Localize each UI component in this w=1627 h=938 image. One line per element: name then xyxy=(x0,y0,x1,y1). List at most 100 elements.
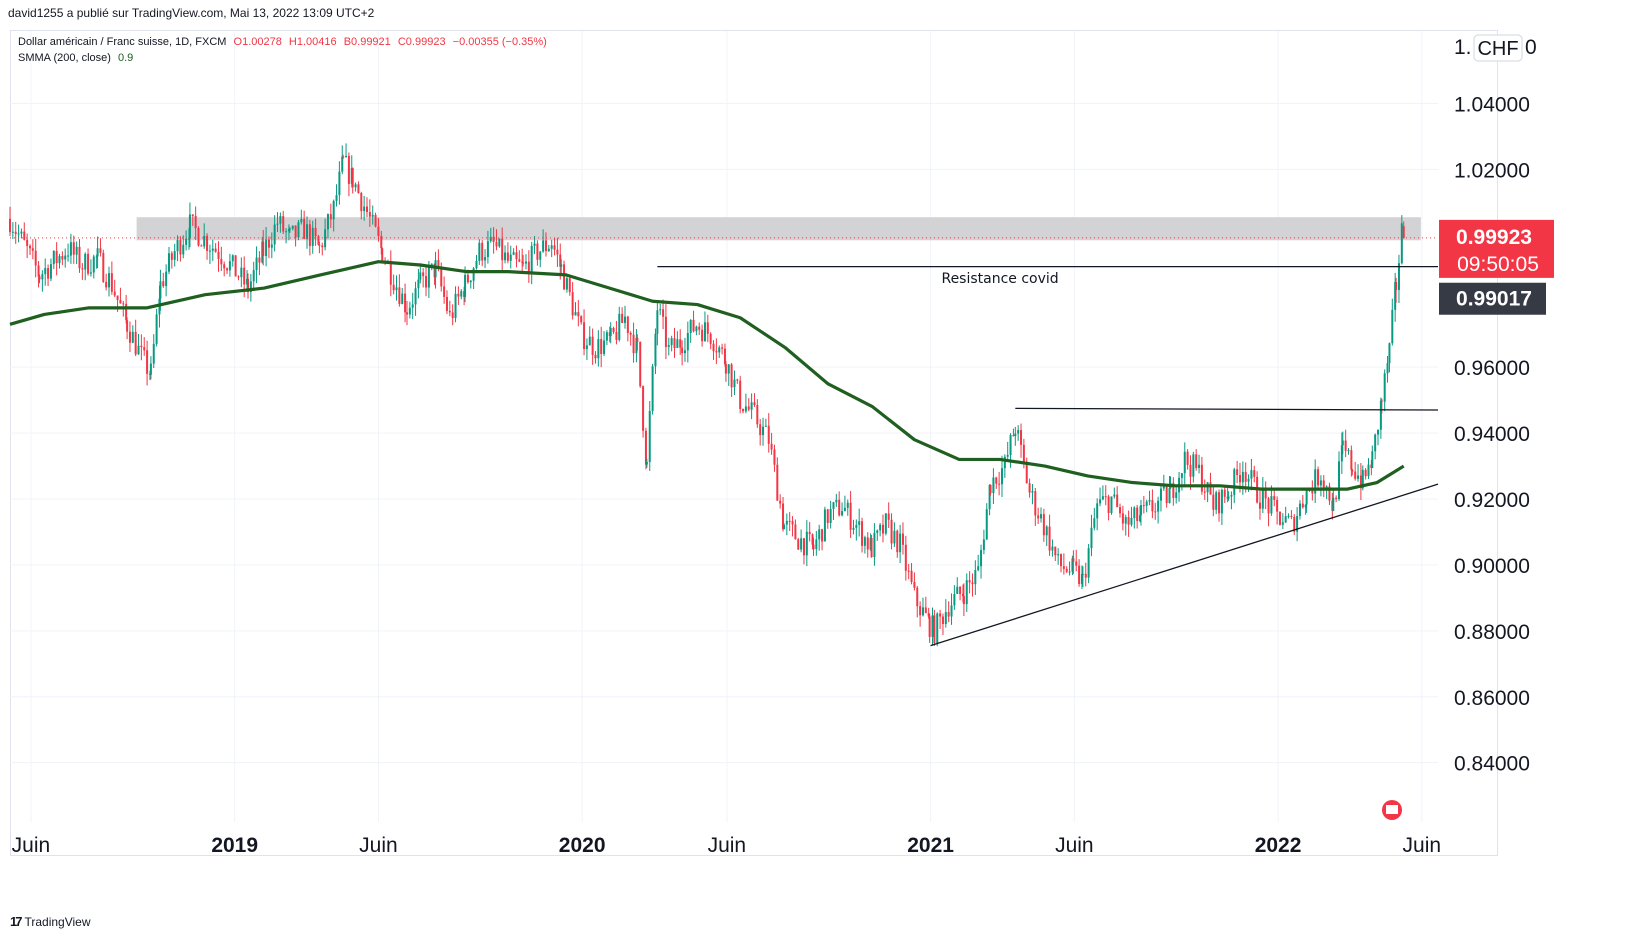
candle-body xyxy=(931,615,934,637)
candle-body xyxy=(718,347,721,353)
candle-body xyxy=(95,256,98,258)
candle-body xyxy=(1014,433,1017,437)
candle-body xyxy=(800,538,803,550)
candle-body xyxy=(1223,489,1226,497)
candle-body xyxy=(659,309,662,311)
candle-body xyxy=(285,231,288,233)
candle-body xyxy=(437,260,440,269)
candle-body xyxy=(408,307,411,315)
y-tick-label: 0.86000 xyxy=(1454,687,1530,710)
candle-body xyxy=(852,527,855,530)
candle-body xyxy=(811,534,814,545)
candle-body xyxy=(1212,494,1215,510)
candle-body xyxy=(1119,507,1122,514)
candle-body xyxy=(185,239,188,245)
candle-body xyxy=(744,406,747,412)
candle-body xyxy=(326,214,329,230)
candle-body xyxy=(291,225,294,229)
candle-body xyxy=(829,508,832,523)
candle-body xyxy=(495,241,498,247)
candle-body xyxy=(1380,400,1383,402)
candle-body xyxy=(366,206,368,212)
candle-body xyxy=(556,249,559,255)
candle-body xyxy=(648,410,651,462)
candle-body xyxy=(481,242,484,261)
candle-body xyxy=(252,270,255,282)
candle-body xyxy=(936,613,939,644)
candle-body xyxy=(664,316,667,347)
ascending-trendline xyxy=(930,483,1439,647)
candle-body xyxy=(1136,507,1139,521)
candle-body xyxy=(1241,471,1244,483)
candle-body xyxy=(533,243,536,246)
candle-body xyxy=(197,228,200,246)
candle-body xyxy=(1278,511,1281,525)
y-tick-label-partial: 1. xyxy=(1454,36,1472,59)
candle-body xyxy=(921,607,924,616)
horizontal-resistance-2021-line xyxy=(1015,407,1439,411)
candle-body xyxy=(679,339,682,348)
candle-body xyxy=(126,320,129,332)
candle-body xyxy=(563,264,566,290)
candle-body xyxy=(110,273,113,292)
candle-body xyxy=(539,251,542,260)
candle-body xyxy=(1051,546,1054,551)
candle-body xyxy=(1367,464,1370,477)
candle-body xyxy=(913,581,916,588)
y-tick-label: 0.84000 xyxy=(1454,753,1530,776)
price-chart[interactable]: Resistance covid 1.04000 1.02000 0.96000 0.9… xyxy=(0,0,1627,900)
candle-body xyxy=(1040,514,1043,519)
candle-body xyxy=(152,343,155,364)
candle-body xyxy=(550,245,553,249)
candle-body xyxy=(881,524,884,534)
candle-body xyxy=(1287,515,1290,517)
candle-body xyxy=(1062,566,1065,569)
candle-body xyxy=(122,303,125,305)
candle-body xyxy=(422,272,425,277)
candle-body xyxy=(1195,454,1198,468)
candle-body xyxy=(206,235,209,251)
candle-body xyxy=(335,195,338,201)
candle-body xyxy=(188,214,191,239)
candle-body xyxy=(478,242,481,261)
candle-body xyxy=(49,264,52,279)
candle-body xyxy=(887,513,890,520)
candle-body xyxy=(1198,464,1201,468)
candle-body xyxy=(547,248,550,252)
countdown-label: 09:50:05 xyxy=(1457,253,1539,276)
candle-body xyxy=(1121,513,1124,524)
candle-body xyxy=(226,268,229,271)
candle-body xyxy=(870,538,873,558)
candle-body xyxy=(1168,488,1171,504)
candle-body xyxy=(347,155,350,184)
candle-body xyxy=(395,287,398,291)
candle-body xyxy=(357,184,360,193)
candle-body xyxy=(838,499,841,516)
candle-body xyxy=(873,532,876,558)
candle-body xyxy=(116,295,119,300)
candle-body xyxy=(730,364,733,388)
candle-body xyxy=(308,224,311,246)
candle-body xyxy=(1209,482,1212,495)
candle-body xyxy=(249,281,252,293)
candle-body xyxy=(1281,522,1284,525)
candle-body xyxy=(544,240,547,252)
publish-line: david1255 a publié sur TradingView.com, … xyxy=(8,6,375,20)
candle-body xyxy=(425,276,428,288)
candle-body xyxy=(37,265,40,277)
candle-body xyxy=(287,228,290,232)
candle-body xyxy=(324,229,327,248)
x-tick-label: 2020 xyxy=(559,834,606,857)
candle-body xyxy=(354,184,357,188)
legend-change: −0.00355 (−0.35%) xyxy=(452,36,547,48)
candle-body xyxy=(47,268,50,279)
candle-body xyxy=(34,250,37,266)
candle-body xyxy=(779,500,782,504)
footer-brand[interactable]: 17 TradingView xyxy=(10,914,91,929)
candle-body xyxy=(1172,482,1175,498)
candle-body xyxy=(31,248,34,251)
candle-body xyxy=(208,250,211,252)
candle-body xyxy=(559,254,562,267)
candle-body xyxy=(695,326,698,332)
candle-body xyxy=(703,322,706,342)
